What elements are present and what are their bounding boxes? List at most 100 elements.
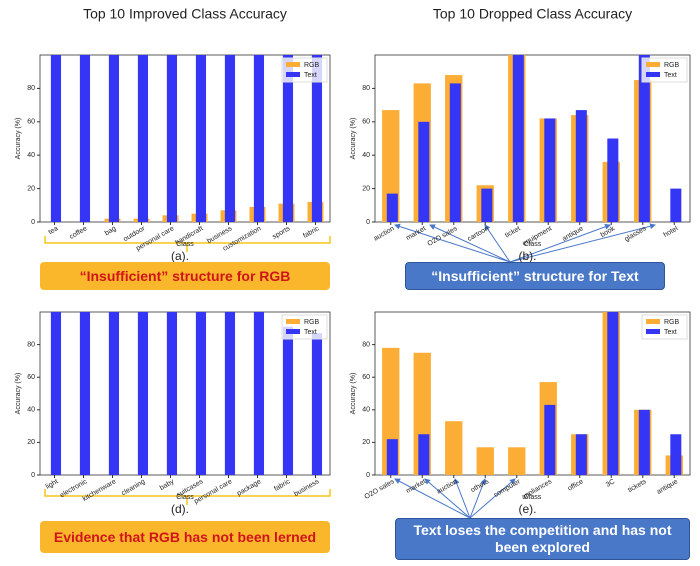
legend-swatch (646, 319, 660, 324)
bar (224, 55, 236, 222)
legend-swatch (286, 72, 300, 77)
bar (195, 312, 207, 475)
bar (386, 439, 398, 475)
y-tick-label: 40 (362, 152, 370, 159)
bar (253, 312, 265, 475)
legend-label: Text (304, 329, 317, 336)
y-tick-label: 20 (362, 439, 370, 446)
y-tick-label: 80 (362, 85, 370, 92)
plot-frame (374, 311, 691, 476)
x-tick-label: market (405, 225, 427, 242)
bar (282, 326, 294, 475)
x-axis-label: Class (524, 241, 542, 248)
bar (670, 188, 682, 222)
annotation-box: “Insufficient” structure for Text (405, 262, 665, 290)
plot-frame (39, 54, 331, 223)
bar (311, 55, 323, 222)
x-tick-label: auction (436, 478, 459, 495)
bar (508, 447, 526, 475)
bar (108, 55, 120, 222)
legend-label: Text (664, 329, 677, 336)
y-tick-label: 0 (31, 219, 35, 226)
bar (607, 138, 619, 222)
x-tick-label: glasses (624, 225, 648, 243)
x-tick-label: light (45, 478, 60, 491)
y-axis-label: Accuracy (%) (350, 118, 357, 160)
y-tick-label: 80 (362, 341, 370, 348)
x-tick-label: computer (493, 478, 522, 499)
bar (449, 83, 461, 222)
bar (670, 434, 682, 475)
legend-swatch (286, 62, 300, 67)
y-tick-label: 60 (27, 374, 35, 381)
x-tick-label: antique (656, 478, 679, 496)
bar (137, 312, 149, 475)
y-tick-label: 20 (27, 185, 35, 192)
bar (638, 55, 650, 222)
caption: (d). (171, 502, 189, 516)
bar (445, 421, 463, 475)
x-tick-label: fabric (273, 478, 292, 493)
legend-swatch (286, 319, 300, 324)
bar (476, 447, 494, 475)
y-axis-label: Accuracy (%) (15, 373, 22, 415)
bar (575, 110, 587, 222)
bar (224, 312, 236, 475)
legend-label: RGB (664, 319, 680, 326)
x-tick-label: business (293, 478, 321, 498)
x-tick-label: cartoon (466, 225, 490, 243)
chart-title: Top 10 Dropped Class Accuracy (433, 6, 632, 22)
y-tick-label: 80 (27, 85, 35, 92)
y-tick-label: 0 (366, 472, 370, 479)
caption: (a). (171, 249, 189, 263)
annotation-box: Evidence that RGB has not been lerned (40, 521, 330, 553)
caption: (b). (519, 249, 537, 263)
y-tick-label: 20 (362, 185, 370, 192)
y-axis-label: Accuracy (%) (350, 373, 357, 415)
x-tick-label: office (567, 478, 585, 492)
bar (544, 404, 556, 475)
y-tick-label: 20 (27, 439, 35, 446)
bar (166, 312, 178, 475)
y-tick-label: 80 (27, 341, 35, 348)
bar (638, 409, 650, 475)
y-tick-label: 40 (27, 407, 35, 414)
x-tick-label: 3C (605, 478, 616, 489)
x-tick-label: auction (373, 225, 396, 242)
y-tick-label: 40 (362, 407, 370, 414)
bar (386, 193, 398, 222)
legend-label: Text (304, 72, 317, 79)
plot-frame (39, 311, 331, 476)
arrows (394, 223, 656, 519)
bar (79, 55, 91, 222)
x-tick-label: tea (47, 225, 59, 236)
legend-swatch (286, 329, 300, 334)
legend-label: RGB (304, 319, 320, 326)
bar (50, 312, 62, 475)
bar (282, 55, 294, 222)
x-tick-label: ticket (504, 225, 522, 239)
x-tick-label: bag (104, 225, 118, 237)
legend-swatch (646, 72, 660, 77)
x-tick-label: O2O sales (364, 478, 397, 501)
y-tick-label: 40 (27, 152, 35, 159)
x-tick-label: tickets (627, 478, 648, 494)
legend-label: RGB (664, 62, 680, 69)
x-tick-label: antique (561, 225, 584, 243)
bar (481, 188, 493, 222)
bar (607, 312, 619, 475)
x-axis-label: Class (176, 241, 194, 248)
bracket (44, 236, 331, 505)
legend-label: Text (664, 72, 677, 79)
bar (544, 118, 556, 222)
plot-frame (374, 54, 691, 223)
bar (137, 55, 149, 222)
x-tick-label: outdoor (122, 225, 147, 243)
x-axis-label: Class (524, 494, 542, 501)
bar (418, 434, 430, 475)
bar (253, 55, 265, 222)
y-tick-label: 60 (362, 119, 370, 126)
x-tick-label: package (236, 478, 263, 497)
legend-swatch (646, 62, 660, 67)
